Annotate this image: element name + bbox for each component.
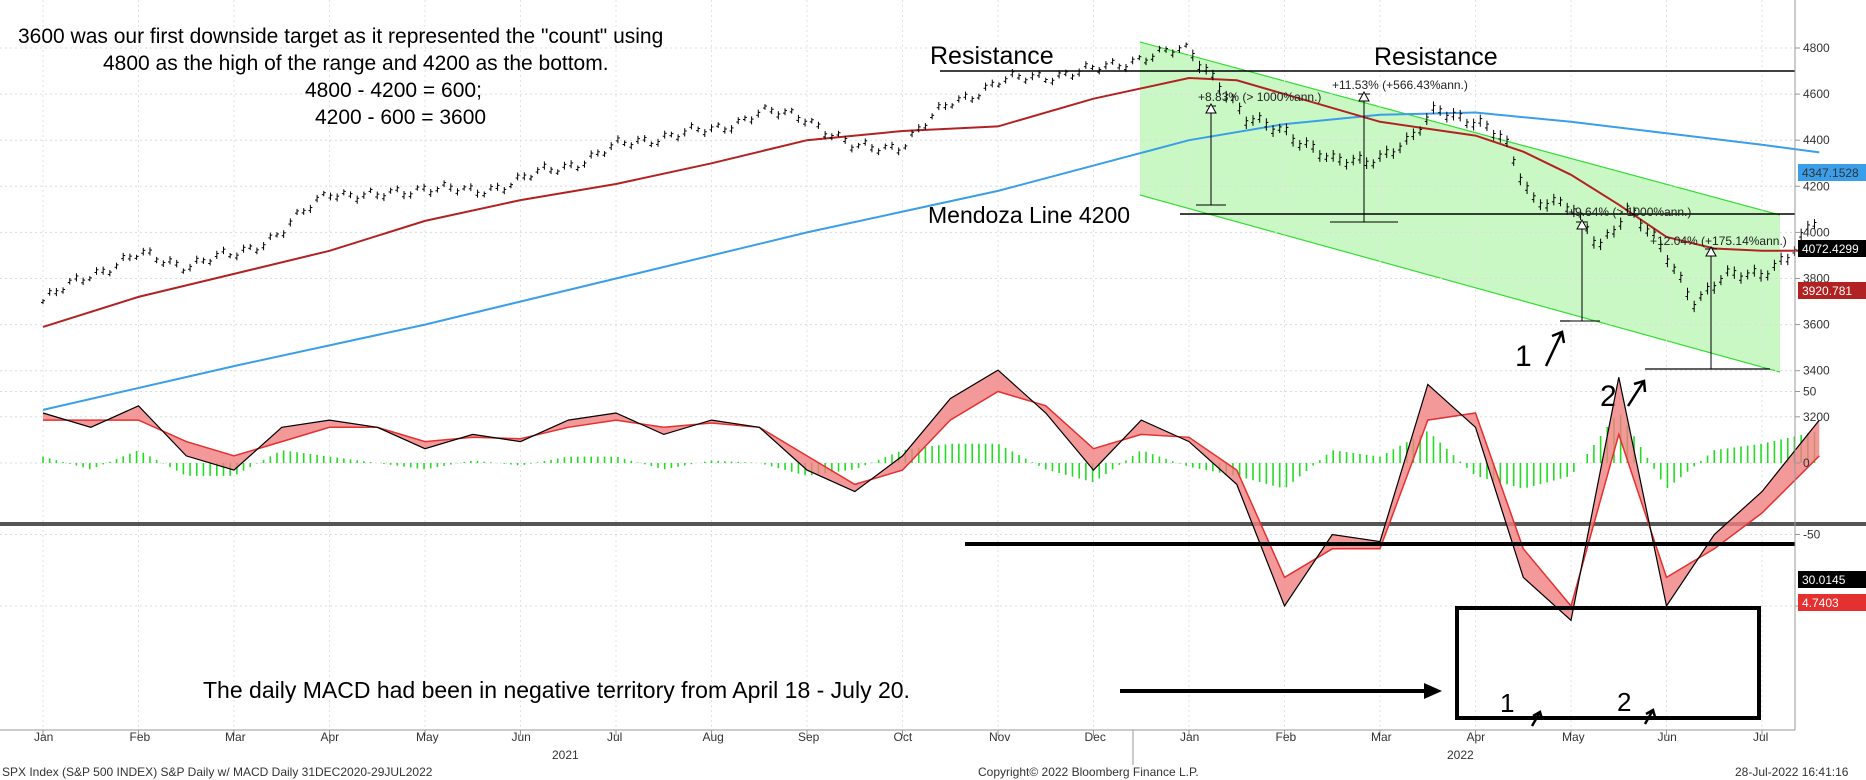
macd-low-label-1: 1 bbox=[1500, 688, 1514, 718]
tag-ma50: 3920.781 bbox=[1798, 282, 1866, 299]
rally-marker-1 bbox=[1205, 102, 1217, 114]
signal-line bbox=[43, 390, 1820, 608]
month-label: Mar bbox=[1371, 730, 1392, 744]
rally-brackets bbox=[1196, 93, 1770, 370]
month-label: Aug bbox=[703, 730, 724, 744]
price-tick-label: 4400 bbox=[1803, 133, 1830, 147]
footer-center: Copyright© 2022 Bloomberg Finance L.P. bbox=[978, 765, 1199, 779]
year-label-2022: 2022 bbox=[1447, 748, 1474, 762]
note-line-1: 3600 was our first downside target as it… bbox=[18, 25, 663, 48]
rally-label-1: +8.83% (> 1000%ann.) bbox=[1198, 90, 1321, 104]
macd-low-arrows bbox=[1530, 708, 1657, 727]
low-arrows bbox=[1544, 330, 1647, 407]
month-label: Jun bbox=[1658, 730, 1677, 744]
price-bars bbox=[41, 42, 1817, 313]
rally-marker-2 bbox=[1358, 90, 1370, 102]
price-tick-label: 3400 bbox=[1803, 364, 1830, 378]
month-label: Apr bbox=[1467, 730, 1486, 744]
rally-marker-4 bbox=[1705, 245, 1717, 257]
month-label: Jan bbox=[34, 730, 53, 744]
price-tick-label: 4200 bbox=[1803, 179, 1830, 193]
rally-label-3: +9.64% (> 1000%ann.) bbox=[1568, 205, 1691, 219]
price-tick-label: 3600 bbox=[1803, 318, 1830, 332]
trend-channel bbox=[1140, 42, 1780, 372]
month-label: Oct bbox=[894, 730, 913, 744]
month-label: Jul bbox=[607, 730, 622, 744]
low-label-1: 1 bbox=[1515, 340, 1532, 373]
month-label: May bbox=[416, 730, 439, 744]
tag-signal: 4.7403 bbox=[1798, 594, 1866, 611]
price-grid bbox=[0, 47, 1795, 418]
resistance-label-left: Resistance bbox=[930, 42, 1054, 70]
tag-macd-value: 30.0145 bbox=[1802, 573, 1846, 587]
month-label: Dec bbox=[1085, 730, 1106, 744]
note-line-4: 4200 - 600 = 3600 bbox=[315, 106, 486, 129]
footer-right: 28-Jul-2022 16:41:16 bbox=[1735, 765, 1849, 779]
year-label-2021: 2021 bbox=[552, 748, 579, 762]
macd-low-label-2: 2 bbox=[1617, 687, 1631, 717]
note-line-2: 4800 as the high of the range and 4200 a… bbox=[103, 52, 609, 75]
mendoza-label: Mendoza Line 4200 bbox=[928, 202, 1130, 228]
month-label: Apr bbox=[321, 730, 340, 744]
month-label: Jan bbox=[1180, 730, 1199, 744]
resistance-label-right: Resistance bbox=[1374, 43, 1498, 71]
rally-label-2: +11.53% (+566.43%ann.) bbox=[1332, 78, 1468, 92]
month-labels: Jan Feb Mar Apr May Jun Jul Aug Sep Oct Nov Dec Jan F… bbox=[34, 730, 1768, 744]
month-label: May bbox=[1562, 730, 1585, 744]
macd-tick-label: 0 bbox=[1803, 456, 1810, 470]
footer-left: SPX Index (S&P 500 INDEX) S&P Daily w/ M… bbox=[2, 765, 433, 779]
month-label: Feb bbox=[1276, 730, 1297, 744]
tag-signal-value: 4.7403 bbox=[1802, 596, 1839, 610]
tag-ma200-value: 4347.1528 bbox=[1802, 166, 1859, 180]
price-tick-label: 3200 bbox=[1803, 410, 1830, 424]
macd-note-arrowhead bbox=[1424, 683, 1442, 699]
tag-ma50-value: 3920.781 bbox=[1802, 284, 1852, 298]
ma-200-line bbox=[42, 111, 1820, 411]
rally-label-4: +12.04% (+175.14%ann.) bbox=[1650, 234, 1787, 248]
tag-ma200: 4347.1528 bbox=[1798, 164, 1866, 181]
tag-spx-value: 4072.4299 bbox=[1802, 242, 1859, 256]
negative-territory-box bbox=[1455, 606, 1761, 720]
month-label: Jul bbox=[1753, 730, 1768, 744]
price-tick-label: 4800 bbox=[1803, 41, 1830, 55]
note-line-3: 4800 - 4200 = 600; bbox=[305, 79, 482, 102]
price-tick-label: 4600 bbox=[1803, 87, 1830, 101]
month-label: Mar bbox=[225, 730, 246, 744]
low-label-2: 2 bbox=[1600, 380, 1617, 413]
month-label: Feb bbox=[130, 730, 151, 744]
rally-marker-3 bbox=[1576, 218, 1588, 230]
macd-line bbox=[42, 369, 1820, 622]
channel-lower-line bbox=[1139, 194, 1781, 373]
month-label: Jun bbox=[512, 730, 531, 744]
macd-tick-label: 50 bbox=[1803, 385, 1817, 399]
macd-tick-label: -50 bbox=[1803, 528, 1821, 542]
price-tick-label: 4000 bbox=[1803, 225, 1830, 239]
macd-note: The daily MACD had been in negative terr… bbox=[203, 677, 910, 703]
month-label: Sep bbox=[798, 730, 820, 744]
month-label: Nov bbox=[989, 730, 1010, 744]
panel-separator bbox=[0, 522, 1866, 526]
tag-macd: 30.0145 bbox=[1798, 571, 1866, 588]
tag-spx: 4072.4299 bbox=[1798, 240, 1866, 257]
